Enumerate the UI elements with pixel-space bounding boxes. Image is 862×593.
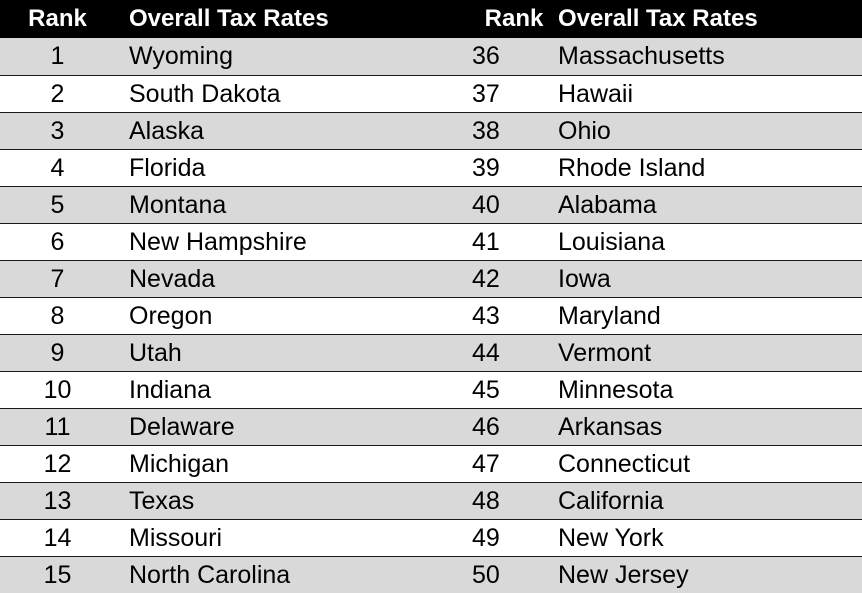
right-state-cell: Alabama — [558, 190, 657, 219]
left-state-cell: Delaware — [129, 412, 235, 441]
left-rank-cell: 13 — [43, 486, 72, 515]
left-state-cell: Indiana — [129, 375, 212, 404]
table-body: 1 Wyoming 36 Massachusetts 2 South Dakota 37 Ha… — [0, 38, 862, 593]
left-rank-cell: 12 — [43, 449, 72, 478]
right-state-cell: Rhode Island — [558, 153, 706, 182]
table-row: 10 Indiana 45 Minnesota — [0, 371, 862, 408]
table-header: Rank Overall Tax Rates Rank Overall Tax … — [0, 0, 862, 38]
right-rank-cell: 41 — [472, 227, 500, 256]
left-state-cell: Florida — [129, 153, 206, 182]
left-rank-cell: 7 — [50, 264, 65, 293]
right-state-cell: Ohio — [558, 116, 611, 145]
table-row: 13 Texas 48 California — [0, 482, 862, 519]
left-state-cell: Texas — [129, 486, 195, 515]
right-rank-cell: 46 — [472, 412, 500, 441]
left-state-cell: New Hampshire — [129, 227, 307, 256]
table-row: 6 New Hampshire 41 Louisiana — [0, 223, 862, 260]
left-state-cell: Oregon — [129, 301, 213, 330]
left-state-cell: Utah — [129, 338, 182, 367]
table-row: 12 Michigan 47 Connecticut — [0, 445, 862, 482]
left-rank-cell: 14 — [43, 523, 72, 552]
table-row: 15 North Carolina 50 New Jersey — [0, 556, 862, 593]
left-state-cell: Michigan — [129, 449, 230, 478]
right-rank-cell: 48 — [472, 486, 500, 515]
table-row: 1 Wyoming 36 Massachusetts — [0, 38, 862, 75]
table-row: 11 Delaware 46 Arkansas — [0, 408, 862, 445]
left-rank-cell: 11 — [44, 412, 71, 441]
rank-header-right: Rank — [484, 5, 544, 32]
right-state-cell: New Jersey — [558, 560, 689, 589]
left-state-cell: Nevada — [129, 264, 216, 293]
right-rank-cell: 43 — [472, 301, 500, 330]
right-rank-cell: 40 — [472, 190, 500, 219]
left-rank-cell: 10 — [43, 375, 72, 404]
right-rank-cell: 45 — [472, 375, 500, 404]
left-rank-cell: 3 — [50, 116, 65, 145]
left-state-cell: Montana — [129, 190, 227, 219]
right-rank-cell: 36 — [472, 42, 500, 71]
left-state-cell: South Dakota — [129, 79, 281, 108]
left-rank-cell: 9 — [50, 338, 65, 367]
left-state-cell: Alaska — [129, 116, 205, 145]
left-rank-cell: 6 — [50, 227, 65, 256]
right-rank-cell: 49 — [472, 523, 500, 552]
left-rank-cell: 1 — [50, 42, 65, 71]
right-rank-cell: 38 — [472, 116, 500, 145]
table-row: 5 Montana 40 Alabama — [0, 186, 862, 223]
overall-header-right: Overall Tax Rates — [558, 5, 758, 32]
left-rank-cell: 5 — [50, 190, 65, 219]
left-rank-cell: 2 — [50, 79, 65, 108]
right-rank-cell: 50 — [472, 560, 500, 589]
right-state-cell: Vermont — [558, 338, 652, 367]
table-row: 14 Missouri 49 New York — [0, 519, 862, 556]
right-state-cell: Hawaii — [558, 79, 634, 108]
left-state-cell: Missouri — [129, 523, 223, 552]
right-state-cell: Arkansas — [558, 412, 663, 441]
table-row: 3 Alaska 38 Ohio — [0, 112, 862, 149]
left-state-cell: North Carolina — [129, 560, 291, 589]
right-rank-cell: 37 — [472, 79, 500, 108]
right-state-cell: Massachusetts — [558, 42, 725, 71]
left-rank-cell: 4 — [50, 153, 65, 182]
right-state-cell: New York — [558, 523, 664, 552]
table-row: 9 Utah 44 Vermont — [0, 334, 862, 371]
table-row: 7 Nevada 42 Iowa — [0, 260, 862, 297]
right-rank-cell: 39 — [472, 153, 500, 182]
right-rank-cell: 42 — [472, 264, 500, 293]
left-state-cell: Wyoming — [129, 42, 233, 71]
right-state-cell: Louisiana — [558, 227, 666, 256]
header-row: Rank Overall Tax Rates Rank Overall Tax … — [0, 0, 862, 38]
right-state-cell: Maryland — [558, 301, 661, 330]
right-state-cell: California — [558, 486, 664, 515]
left-rank-cell: 8 — [50, 301, 65, 330]
right-state-cell: Minnesota — [558, 375, 674, 404]
table-row: 2 South Dakota 37 Hawaii — [0, 75, 862, 112]
left-rank-cell: 15 — [43, 560, 72, 589]
right-state-cell: Iowa — [558, 264, 611, 293]
table-row: 4 Florida 39 Rhode Island — [0, 149, 862, 186]
overall-header-left: Overall Tax Rates — [129, 5, 329, 32]
right-rank-cell: 47 — [472, 449, 500, 478]
right-state-cell: Connecticut — [558, 449, 691, 478]
rank-header-left: Rank — [28, 5, 87, 32]
table-row: 8 Oregon 43 Maryland — [0, 297, 862, 334]
right-rank-cell: 44 — [472, 338, 500, 367]
